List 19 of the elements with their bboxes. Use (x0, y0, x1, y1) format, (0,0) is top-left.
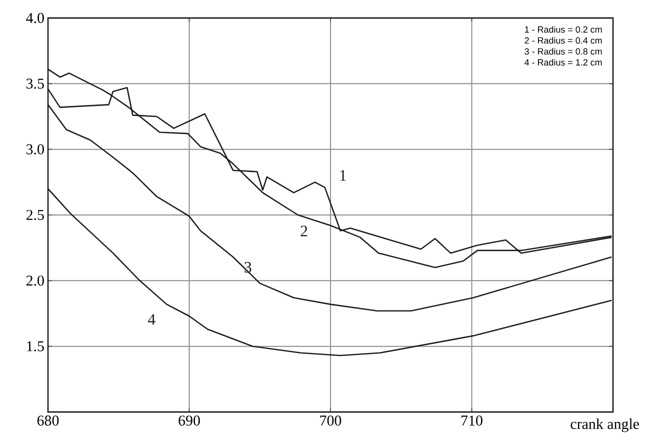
y-tick-label: 1.5 (27, 341, 44, 352)
x-tick-label: 680 (37, 416, 59, 426)
series-label: 4 (148, 314, 156, 325)
x-tick-label: 710 (462, 416, 482, 426)
annotation: 2 - Radius = 0.4 cm (524, 37, 602, 44)
x-tick-label: 690 (178, 416, 200, 426)
annotation: 3 - Radius = 0.8 cm (524, 48, 602, 55)
y-tick-label: 3.5 (26, 78, 44, 89)
x-axis-title: crank angle (570, 418, 639, 432)
x-tick-label: 700 (320, 416, 342, 426)
series-label: 2 (300, 226, 308, 236)
annotation: 4 - Radius = 1.2 cm (524, 58, 602, 66)
series-label: 1 (340, 170, 346, 181)
y-tick-label: 2.5 (26, 210, 44, 220)
y-tick-label: 3.0 (26, 144, 44, 154)
series-label: 3 (244, 262, 252, 273)
y-tick-label: 4.0 (26, 12, 44, 24)
y-tick-label: 2.0 (26, 276, 44, 286)
annotation: 1 - Radius = 0.2 cm (525, 26, 602, 33)
